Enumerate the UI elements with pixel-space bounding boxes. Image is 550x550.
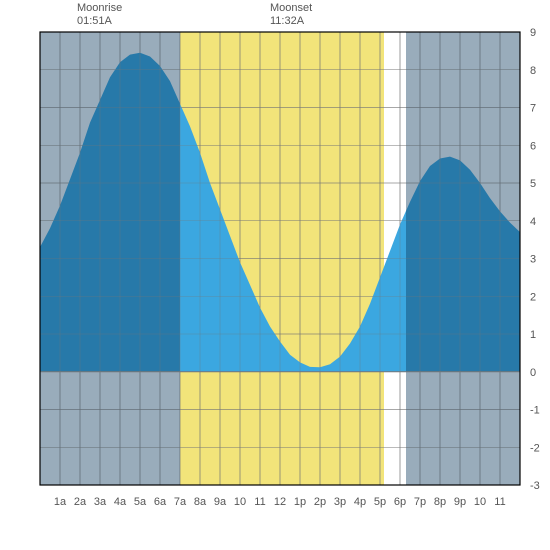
x-tick-label: 6a bbox=[154, 496, 167, 508]
y-tick-label: 2 bbox=[530, 291, 536, 303]
x-tick-label: 11 bbox=[494, 496, 505, 508]
moonset-label: Moonset bbox=[270, 2, 312, 15]
x-tick-label: 11 bbox=[254, 496, 265, 508]
y-tick-label: -2 bbox=[530, 442, 540, 454]
y-tick-label: 0 bbox=[530, 367, 536, 379]
moonset-time: 11:32A bbox=[270, 15, 312, 28]
x-tick-label: 10 bbox=[474, 496, 486, 508]
x-tick-label: 4p bbox=[354, 496, 366, 508]
x-tick-label: 12 bbox=[274, 496, 286, 508]
y-tick-label: 3 bbox=[530, 254, 536, 266]
x-tick-label: 9a bbox=[214, 496, 227, 508]
x-tick-label: 1a bbox=[54, 496, 67, 508]
y-tick-label: 9 bbox=[530, 27, 536, 39]
moonrise-label: Moonrise bbox=[77, 2, 122, 15]
y-tick-label: 5 bbox=[530, 178, 536, 190]
y-tick-label: -3 bbox=[530, 480, 540, 492]
y-tick-label: 4 bbox=[530, 216, 536, 228]
moonrise-time: 01:51A bbox=[77, 15, 122, 28]
x-tick-label: 6p bbox=[394, 496, 406, 508]
x-tick-label: 7a bbox=[174, 496, 187, 508]
y-tick-label: 1 bbox=[530, 329, 536, 341]
x-tick-label: 2a bbox=[74, 496, 87, 508]
x-tick-label: 7p bbox=[414, 496, 426, 508]
y-tick-label: 7 bbox=[530, 103, 536, 115]
y-tick-label: 8 bbox=[530, 65, 536, 77]
moonrise-header: Moonrise 01:51A bbox=[77, 2, 122, 28]
y-tick-label: 6 bbox=[530, 140, 536, 152]
x-tick-label: 5p bbox=[374, 496, 386, 508]
x-tick-label: 4a bbox=[114, 496, 127, 508]
y-tick-label: -1 bbox=[530, 405, 540, 417]
x-tick-label: 5a bbox=[134, 496, 147, 508]
x-tick-label: 3a bbox=[94, 496, 107, 508]
tide-chart: Moonrise 01:51A Moonset 11:32A 1a2a3a4a5… bbox=[0, 0, 550, 550]
x-tick-label: 9p bbox=[454, 496, 466, 508]
x-tick-label: 2p bbox=[314, 496, 326, 508]
x-tick-label: 1p bbox=[294, 496, 306, 508]
moonset-header: Moonset 11:32A bbox=[270, 2, 312, 28]
chart-svg: 1a2a3a4a5a6a7a8a9a1011121p2p3p4p5p6p7p8p… bbox=[0, 0, 550, 550]
x-tick-label: 8a bbox=[194, 496, 207, 508]
x-tick-label: 8p bbox=[434, 496, 446, 508]
x-tick-label: 3p bbox=[334, 496, 346, 508]
x-tick-label: 10 bbox=[234, 496, 246, 508]
